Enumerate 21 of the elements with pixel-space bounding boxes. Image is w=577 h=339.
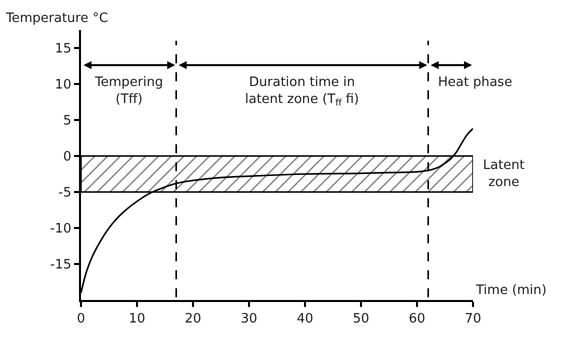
annotation: Heat phase [438, 75, 512, 90]
annotation: Tempering (Tff) [94, 75, 164, 107]
x-tick-label: 40 [296, 312, 314, 327]
y-axis-title: Temperature °C [5, 11, 108, 26]
y-tick-label: 5 [63, 114, 72, 129]
y-tick-label: 0 [63, 150, 72, 165]
annotation: Duration time in latent zone (T$_{ff}$ fi) [245, 75, 359, 109]
y-tick-label: 15 [54, 42, 72, 57]
y-tick-label: -15 [50, 258, 72, 273]
x-tick-label: 10 [128, 312, 146, 327]
x-tick-label: 30 [240, 312, 258, 327]
x-tick-label: 70 [464, 312, 482, 327]
y-tick-label: -10 [50, 222, 72, 237]
x-tick-label: 0 [76, 312, 86, 327]
x-axis-title: Time (min) [475, 283, 547, 298]
x-tick-label: 50 [352, 312, 370, 327]
x-tick-label: 20 [184, 312, 202, 327]
y-tick-label: -5 [58, 186, 72, 201]
y-tick-label: 10 [54, 78, 72, 93]
x-tick-label: 60 [408, 312, 426, 327]
band-label: Latent zone [483, 158, 525, 190]
